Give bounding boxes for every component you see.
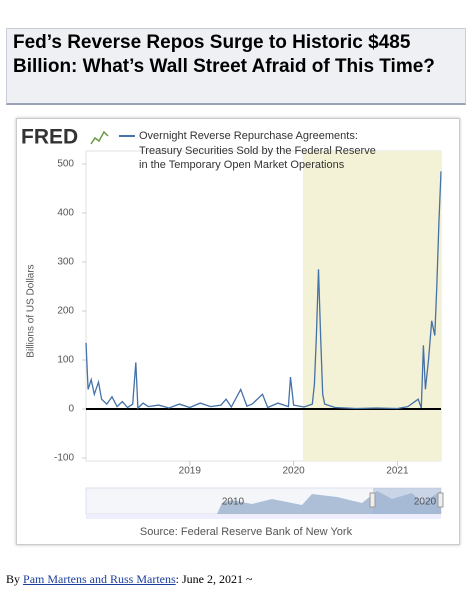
x-tick-label: 2020 [282, 466, 305, 477]
byline-prefix: By [6, 572, 24, 586]
chart: FRED -100 0 100 200 300 400 500 2019 2020 2021 Bil… [21, 126, 444, 538]
navigator-window [373, 488, 441, 514]
title-box: Fed’s Reverse Repos Surge to Historic $4… [6, 28, 466, 105]
source: Source: Federal Reserve Bank of New York [140, 526, 353, 538]
y-tick-label: 200 [57, 306, 74, 317]
x-tick-label: 2021 [386, 466, 409, 477]
y-tick-label: 300 [57, 257, 74, 268]
logo: FRED [21, 126, 78, 149]
article-title: Fed’s Reverse Repos Surge to Historic $4… [13, 32, 435, 77]
y-tick-label: 100 [57, 355, 74, 366]
y-tick-label: 0 [68, 404, 74, 415]
navigator-handle [437, 492, 444, 508]
y-tick-label: 500 [57, 159, 74, 170]
navigator-label: 2010 [222, 497, 245, 508]
legend: Overnight Reverse Repurchase Agreements:… [139, 129, 379, 173]
navigator-label: 2020 [414, 497, 437, 508]
x-tick-label: 2019 [179, 466, 202, 477]
y-axis-label: Billions of US Dollars [26, 264, 37, 357]
byline: By Pam Martens and Russ Martens: June 2,… [6, 572, 253, 587]
y-tick-label: -100 [54, 453, 74, 464]
navigator-handle [369, 492, 376, 508]
logo-icon [90, 130, 109, 145]
y-tick-label: 400 [57, 208, 74, 219]
legend-label: Overnight Reverse Repurchase Agreements:… [139, 130, 376, 171]
chart-frame: FRED -100 0 100 200 300 400 500 2019 2020 2021 Bil… [16, 118, 460, 545]
byline-suffix: : June 2, 2021 ~ [175, 572, 253, 586]
series-line [85, 171, 442, 410]
shaded-period [302, 151, 441, 461]
author-link[interactable]: Pam Martens and Russ Martens [23, 572, 176, 586]
navigator-scrollbar [86, 515, 441, 519]
